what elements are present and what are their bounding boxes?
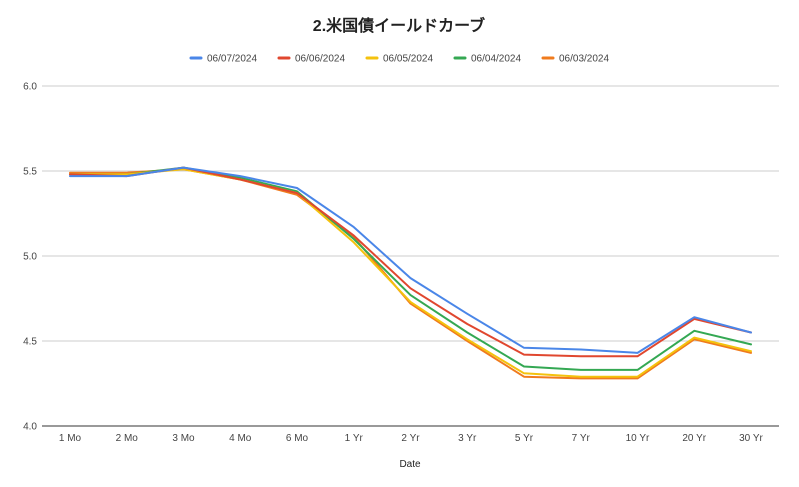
x-tick-label: 2 Yr: [401, 433, 420, 444]
x-tick-label: 4 Mo: [229, 433, 252, 444]
legend: 06/07/2024 06/06/2024 06/05/2024 06/04/2024…: [189, 54, 609, 65]
x-tick-label: 6 Mo: [286, 433, 309, 444]
y-axis-ticks: 4.0 4.5 5.0 5.5 6.0: [23, 82, 37, 433]
x-tick-label: 7 Yr: [572, 433, 591, 444]
x-tick-label: 2 Mo: [116, 433, 139, 444]
x-tick-label: 3 Mo: [172, 433, 195, 444]
series-lines: [69, 166, 752, 380]
x-axis-ticks: 1 Mo 2 Mo 3 Mo 4 Mo 6 Mo 1 Yr 2 Yr 3 Yr 5 Yr 7 Yr…: [59, 433, 764, 444]
chart-title: 2.米国債イールドカーブ: [313, 16, 485, 35]
y-tick-label: 6.0: [23, 82, 37, 93]
x-tick-label: 10 Yr: [626, 433, 650, 444]
x-tick-label: 20 Yr: [682, 433, 706, 444]
y-tick-label: 4.0: [23, 422, 37, 433]
x-tick-label: 1 Mo: [59, 433, 82, 444]
series-line-06-06-2024: [69, 166, 752, 358]
y-tick-label: 5.0: [23, 252, 37, 263]
grid: [42, 85, 779, 427]
series-line-06-03-2024: [69, 168, 752, 380]
x-tick-label: 30 Yr: [739, 433, 763, 444]
legend-label: 06/06/2024: [295, 54, 345, 65]
legend-label: 06/07/2024: [207, 54, 257, 65]
x-tick-label: 1 Yr: [345, 433, 364, 444]
series-line-06-04-2024: [69, 166, 752, 371]
y-tick-label: 5.5: [23, 167, 37, 178]
x-tick-label: 3 Yr: [458, 433, 477, 444]
legend-label: 06/04/2024: [471, 54, 521, 65]
series-line-06-05-2024: [69, 168, 752, 378]
series-line-06-07-2024: [69, 166, 752, 354]
legend-label: 06/03/2024: [559, 54, 609, 65]
x-axis-title: Date: [399, 459, 421, 470]
legend-label: 06/05/2024: [383, 54, 433, 65]
x-tick-label: 5 Yr: [515, 433, 534, 444]
y-tick-label: 4.5: [23, 337, 37, 348]
